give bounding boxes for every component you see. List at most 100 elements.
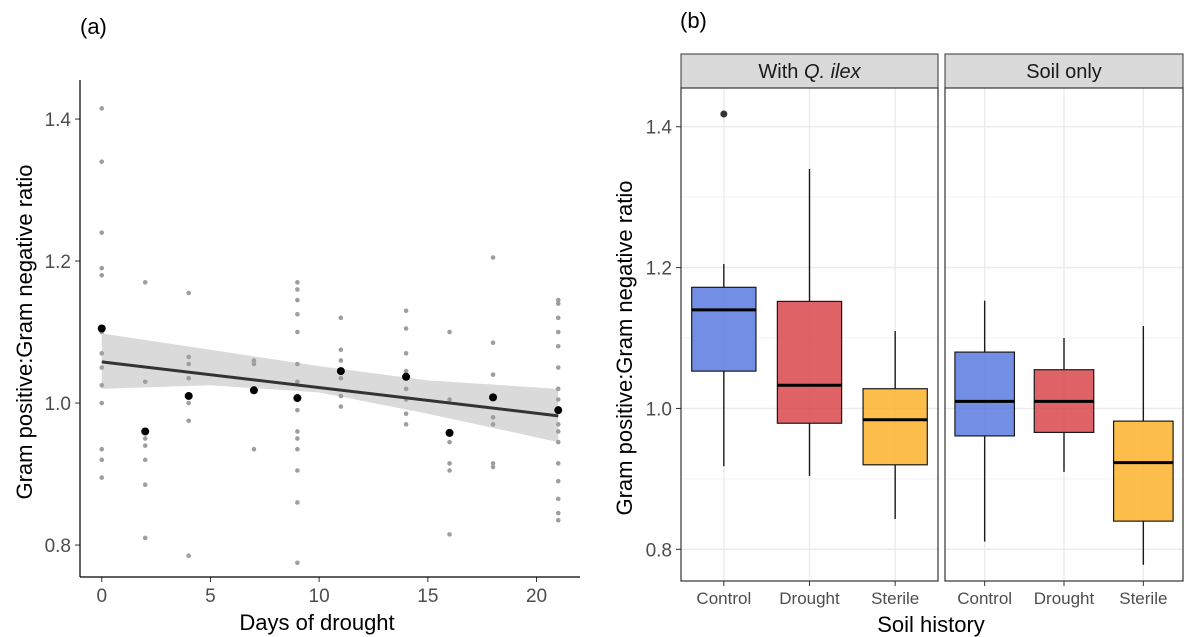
- raw-point: [295, 500, 300, 505]
- raw-point: [555, 329, 561, 335]
- mean-point: [97, 324, 106, 333]
- raw-point: [447, 397, 452, 402]
- mean-point: [554, 406, 563, 415]
- x-tick-label: Sterile: [1119, 589, 1167, 608]
- raw-point: [403, 308, 409, 314]
- y-tick-label: 1.2: [45, 252, 71, 273]
- raw-point: [338, 375, 344, 381]
- raw-point: [555, 517, 561, 523]
- raw-point: [403, 351, 409, 356]
- y-tick-label: 1.0: [45, 394, 71, 415]
- raw-point: [99, 457, 105, 463]
- raw-point: [99, 230, 105, 235]
- panel-b-label: (b): [680, 8, 707, 33]
- raw-point: [99, 365, 105, 370]
- x-tick-label: Control: [696, 589, 751, 608]
- raw-point: [490, 422, 496, 427]
- raw-data-points: [99, 106, 561, 566]
- facet-title: With Q. ilex: [758, 61, 861, 83]
- raw-point: [490, 255, 496, 260]
- raw-point: [295, 379, 300, 385]
- y-tick-label: 0.8: [45, 536, 71, 557]
- panel-a-y-tick-labels: 0.8 1.0 1.2 1.4: [45, 110, 72, 557]
- raw-point: [555, 422, 561, 427]
- y-tick-label: 1.4: [646, 118, 673, 139]
- raw-point: [99, 475, 105, 480]
- raw-point: [186, 290, 191, 296]
- raw-point: [295, 287, 300, 292]
- box-control: [691, 110, 757, 467]
- box-control: [954, 300, 1016, 542]
- mean-point: [402, 372, 411, 381]
- raw-point: [403, 422, 409, 427]
- raw-point: [186, 375, 191, 381]
- panel-a-x-tick-labels: 0 5 10 15 20: [96, 586, 547, 607]
- x-tick-label: 20: [526, 586, 547, 607]
- mean-point: [249, 386, 258, 395]
- raw-point: [555, 496, 561, 502]
- facet-border: [944, 87, 1184, 582]
- facet-title: Soil only: [1026, 61, 1102, 83]
- raw-point: [295, 436, 300, 441]
- mean-points: [97, 324, 563, 437]
- panel-a: (a) 0.8 1.0 1.2 1.4 0 5 10 15 20 Days of drough…: [12, 14, 580, 635]
- raw-point: [447, 439, 452, 445]
- raw-point: [555, 365, 561, 370]
- mean-point: [489, 393, 498, 402]
- panel-a-y-axis-title: Gram positive:Gram negative ratio: [12, 164, 37, 499]
- facet-strip: [944, 53, 1184, 89]
- raw-point: [447, 532, 452, 537]
- raw-point: [251, 361, 257, 367]
- raw-point: [490, 340, 496, 346]
- raw-point: [142, 457, 148, 463]
- box-body: [1112, 420, 1174, 522]
- raw-point: [403, 368, 409, 374]
- raw-point: [186, 361, 191, 367]
- raw-point: [555, 439, 561, 445]
- raw-point: [295, 312, 300, 317]
- raw-point: [295, 429, 300, 434]
- panel-a-axis-ticks: [75, 118, 538, 582]
- panel-a-label: (a): [80, 14, 107, 39]
- raw-point: [142, 280, 148, 285]
- panel-b-x-axis-title: Soil history: [877, 612, 985, 637]
- x-tick-label: Drought: [1034, 589, 1095, 608]
- raw-point: [295, 329, 300, 335]
- box-body: [691, 286, 757, 372]
- y-tick-label: 0.8: [646, 540, 672, 561]
- x-tick-label: 15: [417, 586, 438, 607]
- raw-point: [99, 272, 105, 278]
- raw-point: [99, 351, 105, 356]
- raw-point: [447, 329, 452, 335]
- x-tick-label: 5: [205, 586, 216, 607]
- raw-point: [99, 159, 105, 164]
- panel-b: (b) 0.8 1.0 1.2 1.4 With Q. ilex Control Drou…: [612, 8, 1184, 637]
- panel-b-y-axis-title: Gram positive:Gram negative ratio: [612, 180, 637, 515]
- raw-point: [555, 315, 561, 321]
- x-tick-label: Sterile: [871, 589, 919, 608]
- y-tick-label: 1.0: [646, 399, 672, 420]
- raw-point: [555, 297, 561, 303]
- raw-point: [186, 400, 191, 406]
- mean-point: [445, 428, 454, 437]
- raw-point: [490, 464, 496, 470]
- raw-point: [555, 510, 561, 516]
- raw-point: [490, 414, 496, 420]
- x-tick-label: 0: [96, 586, 107, 607]
- y-tick-label: 1.2: [646, 259, 672, 280]
- box-body: [776, 300, 843, 424]
- raw-point: [295, 468, 300, 473]
- raw-point: [555, 397, 561, 402]
- raw-point: [338, 358, 344, 363]
- facet-panel: With Q. ilex Control Drought Sterile: [680, 53, 939, 608]
- raw-point: [555, 429, 561, 434]
- y-tick-label: 1.4: [45, 110, 72, 131]
- raw-point: [142, 482, 148, 488]
- raw-point: [447, 468, 452, 473]
- regression-line: [101, 360, 559, 418]
- raw-point: [403, 326, 409, 331]
- raw-point: [338, 404, 344, 409]
- raw-point: [142, 443, 148, 448]
- raw-point: [555, 478, 561, 484]
